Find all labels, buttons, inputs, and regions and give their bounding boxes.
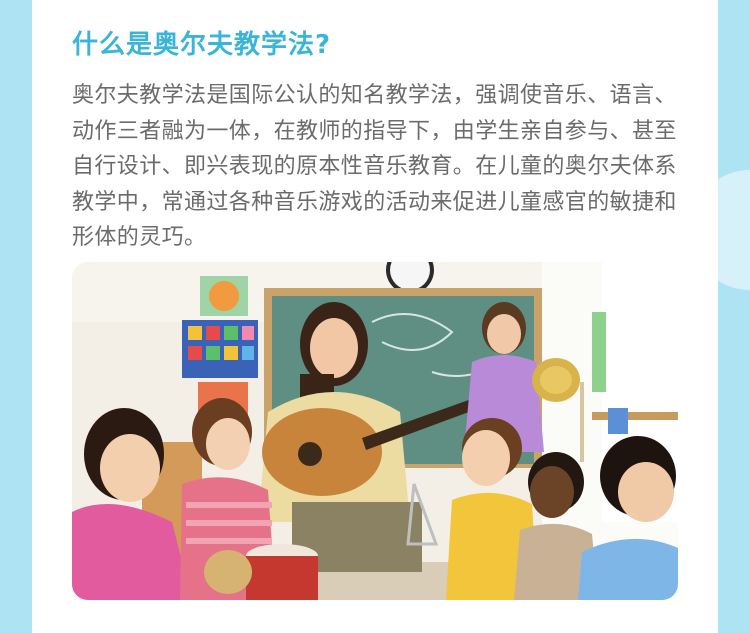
content-card: 什么是奥尔夫教学法? 奥尔夫教学法是国际公认的知名教学法，强调使音乐、语言、动作…	[32, 0, 718, 633]
section-title: 什么是奥尔夫教学法?	[72, 30, 332, 60]
classroom-photo	[72, 262, 678, 600]
section-paragraph: 奥尔夫教学法是国际公认的知名教学法，强调使音乐、语言、动作三者融为一体，在教师的…	[72, 83, 677, 250]
classroom-illustration	[72, 262, 678, 600]
